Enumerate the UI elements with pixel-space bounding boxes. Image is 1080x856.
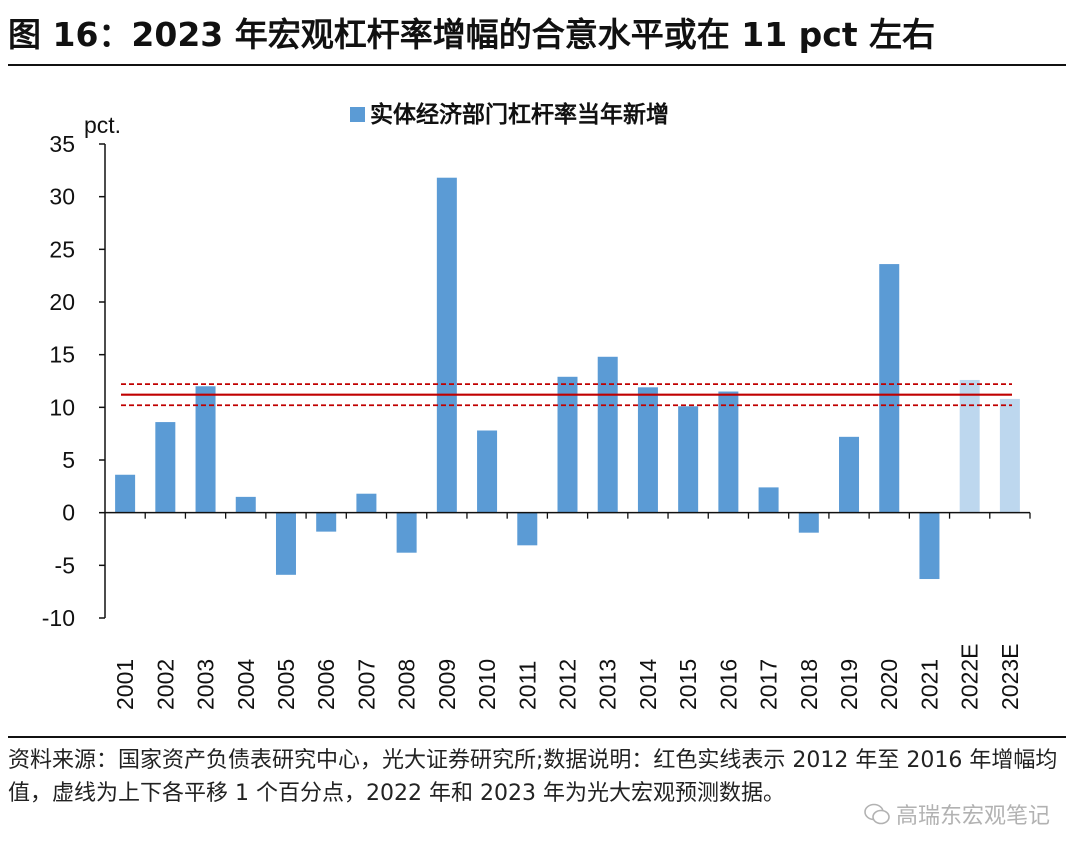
- bar-2017: [758, 487, 779, 513]
- x-tick-label: 2014: [635, 659, 661, 710]
- bar-series: [115, 177, 1020, 580]
- bar-2002: [155, 422, 176, 513]
- bar-2023E: [999, 398, 1020, 513]
- x-tick-label: 2018: [796, 659, 822, 710]
- x-tick-label: 2004: [233, 659, 259, 710]
- y-tick-label: 30: [49, 184, 75, 210]
- bar-2008: [396, 512, 417, 553]
- bar-2007: [356, 493, 377, 513]
- bar-2003: [195, 386, 216, 513]
- y-axis-unit-label: pct.: [84, 112, 121, 138]
- x-tick-label: 2001: [112, 659, 138, 710]
- x-axis: 2001 2002 2003 2004 2005 2006 2007 2008 2009 2010…: [105, 511, 1031, 710]
- y-tick-label: 0: [62, 500, 75, 526]
- bar-2009: [436, 177, 457, 513]
- x-tick-label: 2023E: [997, 643, 1023, 710]
- x-tick-label: 2008: [394, 659, 420, 710]
- reference-lines: [121, 383, 1012, 407]
- y-tick-label: 15: [49, 342, 75, 368]
- x-tick-label: 2020: [876, 659, 902, 710]
- x-tick-label: 2002: [152, 659, 178, 710]
- bar-2005: [275, 512, 296, 575]
- wechat-icon: [864, 803, 890, 825]
- watermark: 高瑞东宏观笔记: [864, 798, 1050, 830]
- bar-2006: [316, 512, 337, 532]
- source-divider: [8, 736, 1066, 738]
- bar-2004: [235, 496, 256, 513]
- bar-2014: [637, 387, 658, 513]
- bar-2016: [718, 391, 739, 513]
- x-tick-label: 2022E: [957, 643, 983, 710]
- bar-2010: [477, 430, 498, 513]
- bar-2015: [678, 406, 699, 513]
- x-tick-label: 2016: [715, 659, 741, 710]
- y-tick-label: -10: [42, 605, 75, 631]
- bar-2019: [839, 436, 860, 513]
- bar-2018: [798, 512, 819, 533]
- x-tick-label: 2007: [353, 659, 379, 710]
- bar-2021: [919, 512, 940, 580]
- x-tick-label: 2019: [836, 659, 862, 710]
- x-tick-label: 2006: [313, 659, 339, 710]
- title-divider: [8, 64, 1066, 66]
- source-note: 资料来源：国家资产负债表研究中心，光大证券研究所;数据说明：红色实线表示 201…: [8, 748, 1058, 806]
- y-tick-label: 35: [49, 131, 75, 157]
- bar-2011: [517, 512, 538, 546]
- bar-2013: [597, 356, 618, 513]
- watermark-text: 高瑞东宏观笔记: [895, 804, 1050, 829]
- y-tick-label: 25: [49, 236, 75, 262]
- x-tick-label: 2005: [273, 659, 299, 710]
- bar-2020: [879, 264, 900, 513]
- x-tick-label: 2015: [675, 659, 701, 710]
- legend-label: 实体经济部门杠杆率当年新增: [370, 101, 669, 128]
- bar-2012: [557, 376, 578, 513]
- y-tick-label: -5: [55, 552, 75, 578]
- bar-2001: [115, 474, 136, 513]
- x-tick-label: 2013: [595, 659, 621, 710]
- x-tick-label: 2017: [756, 659, 782, 710]
- x-tick-label: 2011: [514, 661, 540, 710]
- x-tick-label: 2003: [193, 659, 219, 710]
- x-tick-label: 2021: [916, 659, 942, 710]
- y-axis: 35 30 25 20 15 10 5 0 -5 -10: [42, 131, 106, 631]
- legend-swatch: [350, 107, 365, 122]
- x-tick-label: 2012: [555, 659, 581, 710]
- chart-legend: 实体经济部门杠杆率当年新增: [350, 101, 669, 128]
- y-tick-label: 10: [49, 394, 75, 420]
- y-tick-label: 5: [62, 447, 75, 473]
- bar-2022E: [959, 379, 980, 513]
- figure-title: 图 16：2023 年宏观杠杆率增幅的合意水平或在 11 pct 左右: [8, 15, 936, 54]
- y-tick-label: 20: [49, 289, 75, 315]
- x-tick-label: 2009: [434, 659, 460, 710]
- x-tick-label: 2010: [474, 659, 500, 710]
